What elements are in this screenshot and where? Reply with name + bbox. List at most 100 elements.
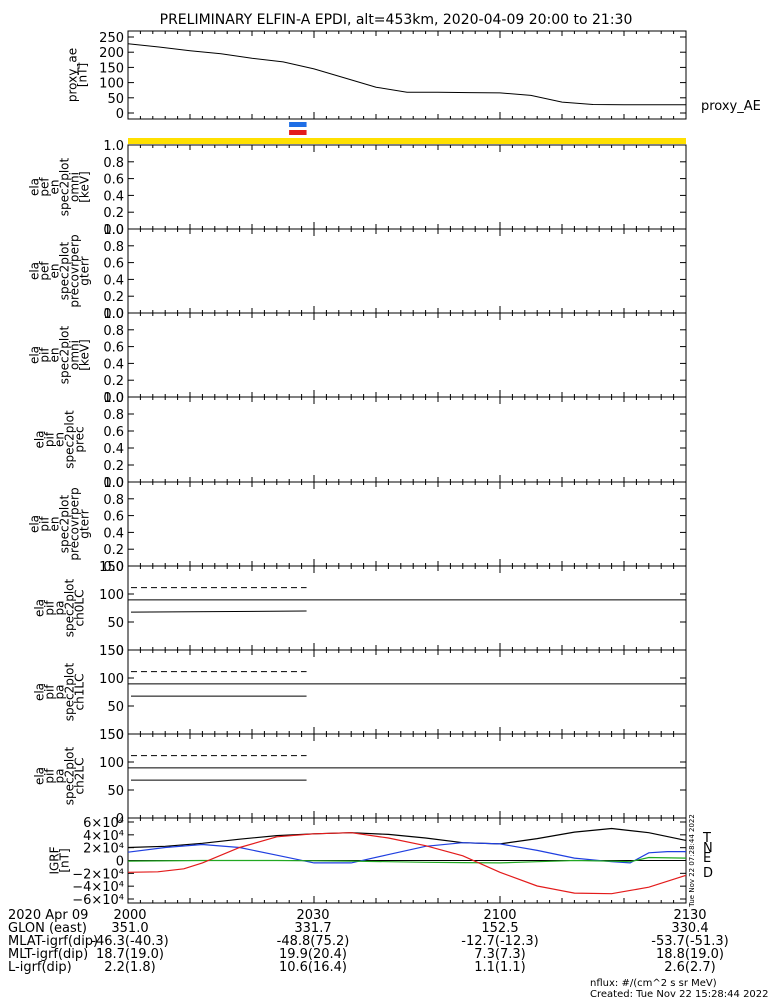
y-axis-label: spec2plot — [58, 241, 72, 300]
y-axis-label: omni — [68, 172, 82, 202]
igrf-legend-D: D — [703, 866, 713, 881]
science-zone-bar-blue — [289, 122, 307, 127]
y-tick-label: 150 — [99, 728, 124, 743]
y-tick-label: 0.0 — [103, 307, 124, 322]
science-zone-bar-red — [289, 130, 307, 135]
y-tick-label: 0.4 — [103, 189, 124, 204]
footer-value: -12.7(-12.3) — [461, 934, 538, 949]
panel-frame — [127, 565, 687, 651]
panel-frame — [127, 30, 687, 120]
y-tick-label: 4×10⁴ — [83, 829, 124, 844]
footer-value: 18.8(19.0) — [656, 947, 724, 962]
y-axis-label: ela — [28, 346, 42, 364]
y-tick-label: 0.2 — [103, 459, 124, 474]
y-tick-label: −4×10⁴ — [72, 880, 124, 895]
y-tick-label: 0 — [116, 728, 124, 743]
y-tick-label: 250 — [99, 31, 124, 46]
igrf-legend-T: T — [702, 831, 711, 846]
y-axis-label: ela — [28, 262, 42, 280]
y-tick-label: 50 — [107, 616, 124, 631]
y-tick-label: 1.0 — [103, 307, 124, 322]
y-tick-label: 0.6 — [103, 425, 124, 440]
y-tick-label: 0.6 — [103, 173, 124, 188]
y-axis-label: pif — [43, 768, 57, 784]
y-tick-label: 0.0 — [103, 476, 124, 491]
y-tick-label: 0 — [116, 644, 124, 659]
panels-group: 250200150100500proxy_ae[nT]proxy_AE1.00.… — [28, 30, 761, 908]
y-tick-label: 0.4 — [103, 273, 124, 288]
panel-frame — [127, 396, 687, 483]
side-timestamp: Tue Nov 22 07:28:44 2022 — [688, 814, 696, 908]
y-axis-label: IGRF — [48, 846, 62, 874]
y-axis-label: ch1LC — [73, 674, 87, 711]
y-tick-label: 150 — [99, 61, 124, 76]
y-tick-label: 0.6 — [103, 341, 124, 356]
y-tick-label: 0.8 — [103, 240, 124, 255]
y-tick-label: −2×10⁴ — [72, 867, 124, 882]
plot-title: PRELIMINARY ELFIN-A EPDI, alt=453km, 202… — [160, 12, 633, 28]
y-tick-label: 0.6 — [103, 510, 124, 525]
y-tick-label: 0 — [116, 855, 124, 870]
footer-value: 331.7 — [294, 921, 331, 936]
footer-value: 2030 — [296, 908, 329, 923]
footer-value: 2.2(1.8) — [104, 960, 156, 975]
y-tick-label: 0.8 — [103, 408, 124, 423]
y-axis-label: pa — [53, 769, 67, 784]
y-axis-label: pif — [43, 684, 57, 700]
footer-value: 18.7(19.0) — [96, 947, 164, 962]
y-axis-label: prec — [73, 426, 87, 452]
y-axis-label: ela — [28, 515, 42, 533]
y-tick-label: 0.0 — [103, 391, 124, 406]
y-axis-label: pif — [43, 600, 57, 616]
y-axis-label: ela — [33, 430, 47, 448]
panel-frame — [127, 733, 687, 819]
footer-value: -48.8(75.2) — [277, 934, 350, 949]
footer-value: 7.3(7.3) — [474, 947, 526, 962]
y-axis-label: precovrperp — [68, 487, 82, 560]
footer-row-label: L-igrf(dip) — [8, 960, 72, 975]
y-tick-label: 0.4 — [103, 357, 124, 372]
y-axis-label: ela — [28, 178, 42, 196]
igrf-legend-E: E — [703, 851, 711, 866]
igrf-legend-N: N — [703, 841, 713, 856]
y-axis-label: ela — [33, 767, 47, 785]
y-axis-label: ela — [33, 599, 47, 617]
y-tick-label: 6×10⁴ — [83, 816, 124, 831]
footer-value: -53.7(-51.3) — [651, 934, 728, 949]
y-axis-label: gterr — [78, 256, 92, 285]
panel-frame — [127, 144, 687, 230]
y-axis-label: ch2LC — [73, 758, 87, 795]
proxy-ae-line — [127, 43, 686, 106]
y-tick-label: 0.2 — [103, 290, 124, 305]
panel-frame — [127, 228, 687, 314]
y-tick-label: 50 — [107, 700, 124, 715]
y-tick-label: 0.4 — [103, 526, 124, 541]
y-axis-label: en — [48, 264, 62, 279]
panel-9: 6×10⁴4×10⁴2×10⁴0−2×10⁴−4×10⁴−6×10⁴IGRF[n… — [48, 814, 714, 908]
footer-row-label: MLT-igrf(dip) — [8, 947, 88, 962]
y-tick-label: 0.6 — [103, 257, 124, 272]
footer-ephemeris: 2020 Apr 09 2000 2030 2100 2130 GLON (east) 35… — [8, 908, 769, 1000]
y-tick-label: 1.0 — [103, 139, 124, 154]
y-axis-label: spec2plot — [63, 578, 77, 637]
y-axis-label: pef — [38, 261, 52, 281]
y-axis-label: omni — [68, 340, 82, 370]
y-tick-label: 50 — [107, 784, 124, 799]
footer-value: 152.5 — [481, 921, 518, 936]
footer-value: 1.1(1.1) — [474, 960, 526, 975]
y-tick-label: 1.0 — [103, 223, 124, 238]
footer-value: 351.0 — [111, 921, 148, 936]
footer-value: 2.6(2.7) — [664, 960, 716, 975]
y-axis-label: [nT] — [76, 63, 90, 87]
footer-row-label: MLAT-igrf(dip) — [8, 934, 98, 949]
y-tick-label: 0 — [116, 107, 124, 122]
footer-value: 2130 — [673, 908, 706, 923]
y-axis-label: pa — [53, 685, 67, 700]
y-tick-label: 150 — [99, 560, 124, 575]
y-axis-label: [nT] — [58, 848, 72, 872]
y-axis-label: pif — [38, 347, 52, 363]
